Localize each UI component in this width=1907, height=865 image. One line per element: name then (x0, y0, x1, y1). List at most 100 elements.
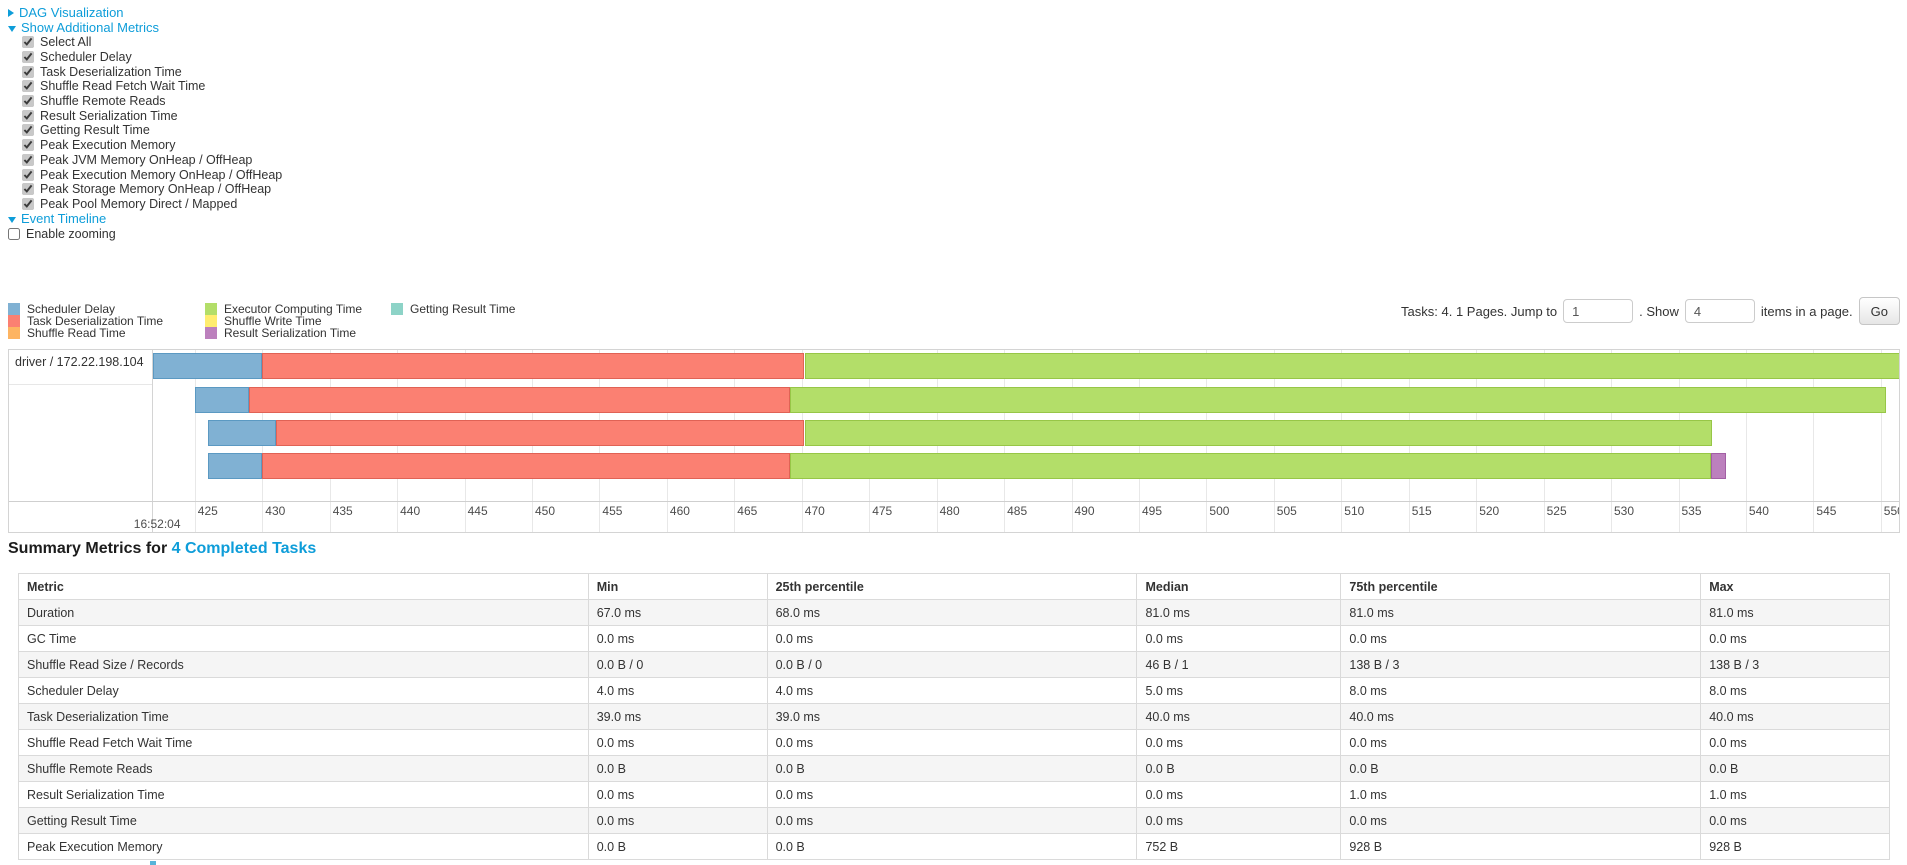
legend-swatch-task_deserialization (8, 314, 20, 327)
metric-checkbox-label: Peak Execution Memory OnHeap / OffHeap (40, 167, 283, 182)
axis-tick-label: 505 (1276, 504, 1297, 518)
timeline-plot-area: 425 430 435 440 445 450 455 460 465 470 475 480 485 4… (153, 350, 1899, 532)
axis-gridline (1813, 350, 1815, 532)
metric-checkbox-label: Scheduler Delay (40, 50, 132, 65)
metric-value-cell: 0.0 B (587, 755, 768, 782)
legend-swatch-scheduler_delay (8, 302, 20, 315)
metric-checkbox[interactable] (22, 65, 34, 78)
metric-name-cell: GC Time (18, 625, 589, 652)
metric-checkbox-row: Shuffle Remote Reads (8, 94, 282, 109)
chevron-down-icon (8, 216, 16, 223)
chevron-down-icon (8, 25, 16, 32)
task-bar-segment-task_deserialization[interactable] (275, 420, 805, 446)
metric-checkbox[interactable] (22, 139, 34, 152)
metric-checkbox[interactable] (22, 109, 34, 122)
axis-gridline (1880, 350, 1882, 532)
jump-to-page-input[interactable] (1563, 299, 1634, 323)
metric-checkbox-list: Select All Scheduler Delay Task Deserializ… (8, 35, 282, 211)
task-bar-segment-task_deserialization[interactable] (262, 453, 790, 479)
metric-value-cell: 40.0 ms (1136, 703, 1342, 730)
metric-value-cell: 0.0 ms (1136, 729, 1342, 756)
legend-label: Shuffle Read Time (27, 325, 126, 340)
axis-tick-label: 430 (265, 504, 286, 518)
metric-checkbox-label: Peak JVM Memory OnHeap / OffHeap (40, 152, 253, 167)
metric-checkbox-row: Getting Result Time (8, 123, 282, 138)
metric-checkbox[interactable] (22, 36, 34, 49)
task-bar-segment-executor_computing[interactable] (789, 387, 1887, 413)
legend-item-executor_computing: Executor Computing Time (205, 302, 391, 316)
show-additional-metrics-toggle[interactable]: Show Additional Metrics (8, 20, 282, 35)
legend-item-shuffle_read: Shuffle Read Time (8, 325, 205, 340)
items-per-page-input[interactable] (1684, 299, 1755, 323)
task-bar-segment-task_deserialization[interactable] (248, 387, 790, 413)
summary-metrics-heading: Summary Metrics for 4 Completed Tasks (8, 540, 316, 558)
metric-value-cell: 39.0 ms (766, 703, 1138, 730)
metric-value-cell: 0.0 B (766, 833, 1138, 860)
table-row: Peak Execution Memory 0.0 B 0.0 B 752 B 928 … (18, 833, 1890, 860)
metric-checkbox[interactable] (22, 95, 34, 108)
completed-tasks-link[interactable]: 4 Completed Tasks (171, 540, 317, 557)
axis-tick-label: 525 (1546, 504, 1567, 518)
axis-tick-label: 495 (1142, 504, 1163, 518)
task-bar-segment-result_serialization[interactable] (1710, 453, 1726, 479)
metric-checkbox[interactable] (22, 197, 34, 210)
dag-visualization-label: DAG Visualization (19, 5, 124, 20)
cutoff-next-section (150, 861, 156, 865)
metric-value-cell: 138 B / 3 (1700, 651, 1890, 678)
metric-value-cell: 0.0 ms (587, 807, 768, 834)
axis-tick-label: 545 (1816, 504, 1837, 518)
metric-value-cell: 1.0 ms (1700, 781, 1890, 808)
metric-checkbox[interactable] (22, 124, 34, 137)
metric-checkbox[interactable] (22, 153, 34, 166)
metric-checkbox-label: Task Deserialization Time (40, 64, 182, 79)
metric-value-cell: 0.0 ms (1700, 729, 1890, 756)
table-row: Shuffle Remote Reads 0.0 B 0.0 B 0.0 B 0.0 B… (18, 755, 1890, 782)
task-bar-segment-executor_computing[interactable] (804, 420, 1713, 446)
event-timeline-toggle[interactable]: Event Timeline (8, 211, 282, 226)
metric-value-cell: 81.0 ms (1136, 599, 1342, 626)
enable-zooming-checkbox[interactable] (8, 227, 20, 240)
task-bar-segment-executor_computing[interactable] (804, 353, 1899, 379)
legend-swatch-shuffle_read (8, 326, 20, 339)
task-bar-segment-scheduler_delay[interactable] (153, 353, 263, 379)
table-row: Getting Result Time 0.0 ms 0.0 ms 0.0 ms 0.0… (18, 807, 1890, 834)
table-row: Duration 67.0 ms 68.0 ms 81.0 ms 81.0 ms 81.0… (18, 599, 1890, 626)
metric-checkbox[interactable] (22, 183, 34, 196)
metric-checkbox-row: Result Serialization Time (8, 108, 282, 123)
axis-gridline (1745, 350, 1747, 532)
dag-visualization-toggle[interactable]: DAG Visualization (8, 5, 282, 20)
event-timeline-label: Event Timeline (21, 211, 107, 227)
metric-value-cell: 67.0 ms (587, 599, 768, 626)
metric-checkbox-label: Peak Execution Memory (40, 138, 176, 153)
metric-name-cell: Scheduler Delay (18, 677, 589, 704)
legend-label: Getting Result Time (410, 301, 516, 316)
axis-tick-label: 515 (1411, 504, 1432, 518)
axis-tick-label: 490 (1074, 504, 1095, 518)
axis-tick-label: 540 (1748, 504, 1769, 518)
metric-value-cell: 0.0 B (1700, 755, 1890, 782)
metric-value-cell: 0.0 B (587, 833, 768, 860)
task-bar-segment-scheduler_delay[interactable] (194, 387, 249, 413)
metric-checkbox-label: Result Serialization Time (40, 108, 178, 123)
axis-tick-label: 530 (1614, 504, 1635, 518)
task-bar-segment-scheduler_delay[interactable] (208, 453, 263, 479)
table-row: Shuffle Read Size / Records 0.0 B / 0 0.0 … (18, 651, 1890, 678)
metric-checkbox-label: Select All (40, 35, 92, 50)
metric-value-cell: 0.0 B (766, 755, 1138, 782)
metric-value-cell: 1.0 ms (1340, 781, 1702, 808)
metric-checkbox[interactable] (22, 51, 34, 64)
axis-tick-label: 510 (1344, 504, 1365, 518)
task-bar-segment-task_deserialization[interactable] (262, 353, 805, 379)
legend-swatch-shuffle_write (205, 314, 217, 327)
axis-tick-label: 485 (1007, 504, 1028, 518)
go-button[interactable]: Go (1858, 297, 1900, 325)
metric-value-cell: 0.0 ms (1136, 781, 1342, 808)
metric-name-cell: Getting Result Time (18, 807, 589, 834)
metric-value-cell: 928 B (1700, 833, 1890, 860)
metric-checkbox[interactable] (22, 168, 34, 181)
metric-value-cell: 0.0 ms (766, 729, 1138, 756)
metric-checkbox[interactable] (22, 80, 34, 93)
task-bar-segment-scheduler_delay[interactable] (208, 420, 276, 446)
table-column-header: Max (1700, 573, 1890, 600)
task-bar-segment-executor_computing[interactable] (789, 453, 1711, 479)
